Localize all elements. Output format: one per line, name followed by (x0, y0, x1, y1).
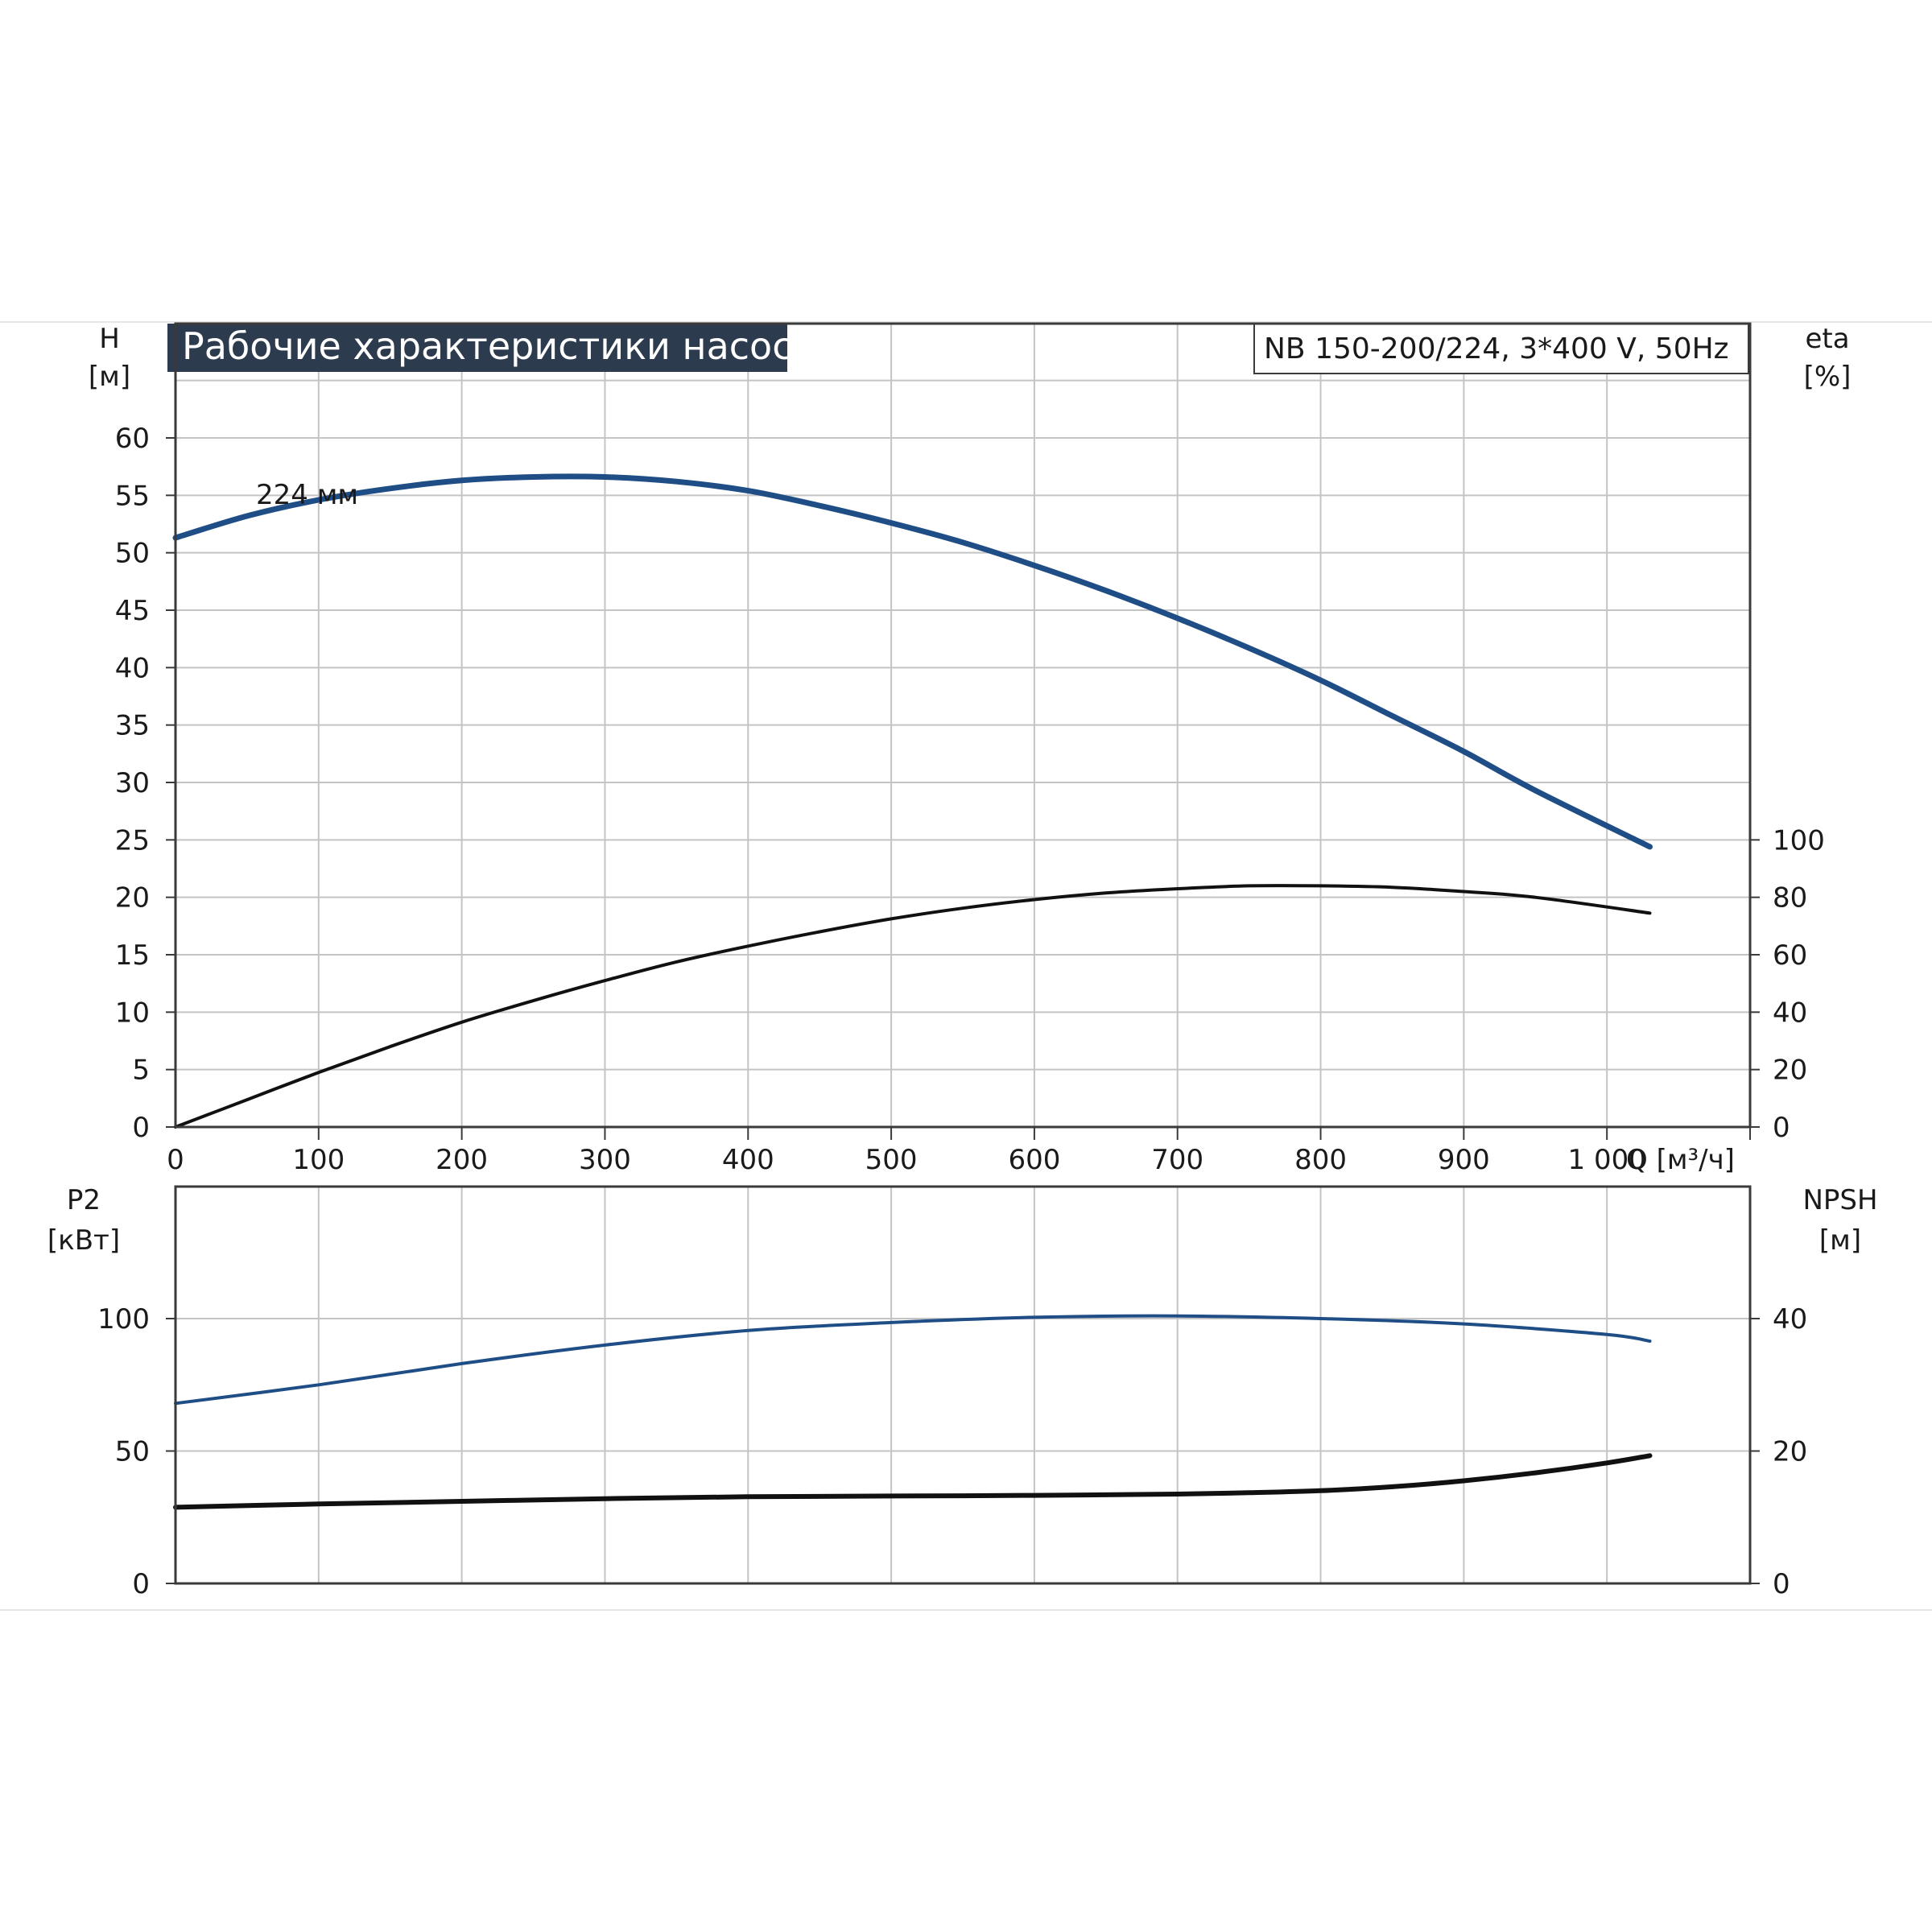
efficiency-axis-label: eta (1805, 323, 1849, 355)
chart-title-box: Рабочие характеристики насоса (167, 324, 815, 372)
efficiency-tick-label: 0 (1773, 1112, 1790, 1144)
head-tick-label: 20 (115, 882, 150, 914)
efficiency-tick-label: 40 (1773, 997, 1807, 1029)
efficiency-axis-unit: [%] (1804, 361, 1852, 393)
bottom-panel-ticks: 0 50 100 0 20 40 (97, 1303, 1807, 1600)
flow-tick-label: 700 (1151, 1144, 1203, 1176)
power-tick-label: 50 (115, 1436, 150, 1468)
head-tick-label: 40 (115, 652, 150, 684)
npsh-tick-label: 40 (1773, 1303, 1807, 1335)
npsh-tick-label: 20 (1773, 1436, 1807, 1468)
npsh-axis-label: NPSH (1802, 1184, 1877, 1216)
flow-tick-label: 600 (1008, 1144, 1060, 1176)
head-tick-label: 15 (115, 939, 150, 972)
power-axis-unit: [кВт] (47, 1224, 120, 1257)
top-panel-frame (174, 322, 1752, 1129)
power-tick-label: 0 (132, 1568, 150, 1600)
head-axis-label: H (99, 323, 120, 355)
flow-tick-label: 0 (167, 1144, 184, 1176)
head-tick-label: 45 (115, 595, 150, 627)
head-curve-224mm (172, 473, 1653, 850)
head-tick-label: 10 (115, 997, 150, 1029)
npsh-curve (173, 1453, 1653, 1510)
head-tick-label: 60 (115, 423, 150, 455)
efficiency-tick-label: 20 (1773, 1055, 1807, 1087)
efficiency-tick-label: 60 (1773, 939, 1807, 972)
head-tick-label: 50 (115, 538, 150, 570)
impeller-diameter-label: 224 мм (256, 479, 358, 511)
head-tick-label: 30 (115, 767, 150, 799)
head-tick-label: 5 (132, 1055, 150, 1087)
flow-tick-label: 300 (579, 1144, 631, 1176)
chart-title: Рабочие характеристики насоса (182, 324, 815, 368)
model-label: NB 150-200/224, 3*400 V, 50Hz (1264, 332, 1729, 365)
head-axis-unit: [м] (89, 361, 130, 393)
head-tick-label: 55 (115, 480, 150, 512)
head-tick-label: 35 (115, 710, 150, 742)
power-tick-label: 100 (97, 1303, 150, 1335)
flow-tick-label: 200 (436, 1144, 488, 1176)
flow-tick-label: 500 (865, 1144, 918, 1176)
npsh-tick-label: 0 (1773, 1568, 1790, 1600)
bottom-panel-frame (174, 1185, 1752, 1585)
flow-tick-label: 800 (1294, 1144, 1347, 1176)
flow-tick-label: 100 (292, 1144, 345, 1176)
flow-tick-label: 400 (722, 1144, 774, 1176)
flow-tick-label: 900 (1438, 1144, 1490, 1176)
npsh-axis-unit: [м] (1819, 1224, 1861, 1257)
power-p2-curve (174, 1314, 1652, 1406)
head-tick-label: 0 (132, 1112, 150, 1144)
power-axis-label: P2 (67, 1184, 101, 1216)
efficiency-tick-label: 80 (1773, 882, 1807, 914)
bottom-panel-grid (175, 1187, 1751, 1583)
efficiency-curve (174, 884, 1652, 1129)
flow-axis-label: Q [м³/ч] (1626, 1144, 1735, 1176)
head-tick-label: 25 (115, 824, 150, 857)
chart-curves (172, 473, 1653, 1510)
model-label-box: NB 150-200/224, 3*400 V, 50Hz (1253, 323, 1749, 374)
flow-tick-label: 1 000 (1568, 1144, 1646, 1176)
efficiency-tick-label: 100 (1773, 824, 1825, 857)
